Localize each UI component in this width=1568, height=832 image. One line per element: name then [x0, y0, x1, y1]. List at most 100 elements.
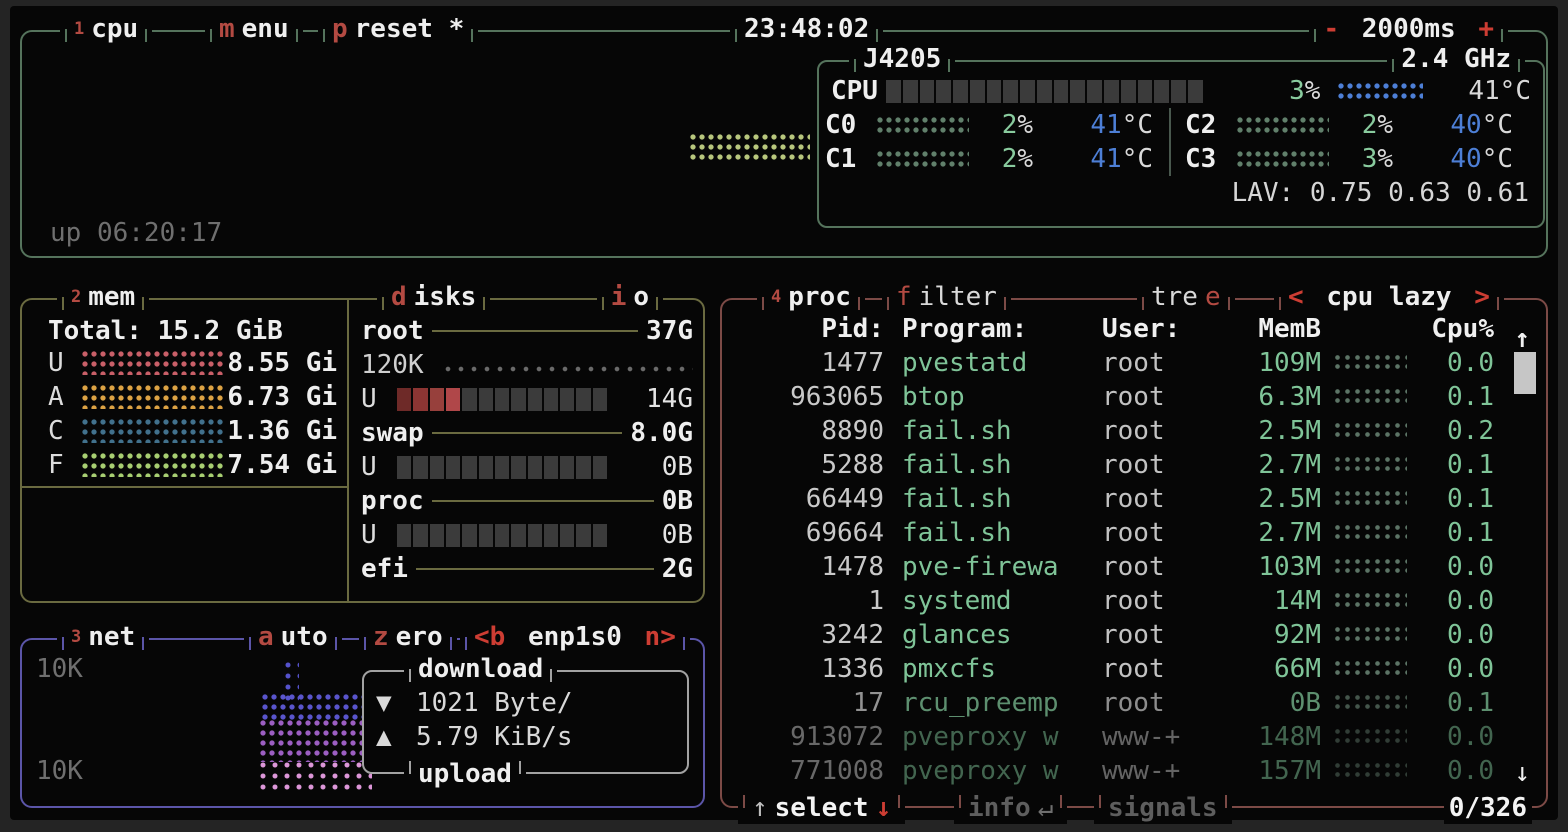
info-button[interactable]: info ↵ — [954, 792, 1068, 824]
core-usage-graph — [1237, 151, 1329, 167]
cpu-total-label: CPU — [831, 76, 878, 106]
net-interface-switcher[interactable]: <b enp1s0 n> — [460, 621, 690, 653]
process-table-header: Pid: Program: User: MemB Cpu% — [722, 312, 1546, 346]
upload-label: upload — [418, 759, 512, 789]
process-name: systemd — [902, 586, 1012, 616]
process-row[interactable]: 1336 pmxcfs root 66M 0.0 — [722, 652, 1546, 686]
process-mem: 92M — [1274, 620, 1321, 650]
header-cpu[interactable]: Cpu% — [1431, 314, 1494, 344]
core-row: C0 2% 41°C — [819, 108, 1169, 142]
net-graph-mid — [260, 720, 374, 762]
update-interval-control[interactable]: - 2000ms + — [1309, 13, 1508, 45]
process-cpu: 0.0 — [1447, 620, 1494, 650]
enter-icon: ↵ — [1037, 793, 1054, 823]
memory-row: U 8.55 Gi — [22, 346, 347, 380]
signals-button[interactable]: signals — [1094, 792, 1232, 824]
upload-arrow-icon: ▲ — [376, 722, 392, 752]
memory-key: F — [48, 450, 64, 480]
core-percent: 3% — [1361, 144, 1393, 174]
select-control[interactable]: ↑ select ↓ — [738, 792, 906, 824]
process-row[interactable]: 771008 pveproxy w www-+ 157M 0.0 — [722, 754, 1546, 788]
process-row[interactable]: 66449 fail.sh root 2.5M 0.1 — [722, 482, 1546, 516]
process-pid: 1477 — [821, 348, 884, 378]
tree-toggle[interactable]: tre e — [1137, 281, 1235, 313]
memory-row: A 6.73 Gi — [22, 380, 347, 414]
process-name: fail.sh — [902, 518, 1012, 548]
select-label: select — [774, 793, 869, 823]
process-mem: 109M — [1258, 348, 1321, 378]
process-row[interactable]: 17 rcu_preemp root 0B 0.1 — [722, 686, 1546, 720]
menu-button[interactable]: m enu — [205, 13, 303, 45]
tab-mem[interactable]: 2 mem — [57, 281, 150, 313]
process-mem: 2.7M — [1258, 450, 1321, 480]
process-pid: 17 — [852, 688, 884, 718]
header-user[interactable]: User: — [1102, 314, 1181, 344]
disk-used-row: U 0B — [361, 518, 693, 552]
memory-graph — [82, 385, 226, 409]
core-usage-graph — [877, 151, 969, 167]
process-pid: 3242 — [821, 620, 884, 650]
net-zero-button[interactable]: z ero — [359, 621, 457, 653]
process-mem: 66M — [1274, 654, 1321, 684]
scrollbar-thumb[interactable] — [1514, 352, 1536, 394]
core-name: C3 — [1185, 144, 1217, 174]
process-cpu: 0.2 — [1447, 416, 1494, 446]
process-row[interactable]: 913072 pveproxy w www-+ 148M 0.0 — [722, 720, 1546, 754]
memory-graph — [82, 453, 226, 477]
header-program[interactable]: Program: — [902, 314, 1028, 344]
disk-title-row: proc 0B — [361, 484, 693, 518]
used-label: U — [361, 384, 377, 414]
process-cpu-graph — [1335, 389, 1407, 405]
process-name: btop — [902, 382, 965, 412]
disk-used-meter — [397, 455, 608, 479]
process-row[interactable]: 3242 glances root 92M 0.0 — [722, 618, 1546, 652]
net-graph-download — [262, 694, 374, 720]
process-row[interactable]: 1478 pve-firewa root 103M 0.0 — [722, 550, 1546, 584]
core-temp: 41°C — [1090, 110, 1153, 140]
disk-name: efi — [361, 554, 408, 584]
tab-cpu[interactable]: 1 cpu — [60, 13, 153, 45]
sort-selector[interactable]: < cpu lazy > — [1274, 281, 1504, 313]
process-cpu: 0.1 — [1447, 484, 1494, 514]
process-pid: 1 — [868, 586, 884, 616]
cpu-model-label: J4205 — [863, 44, 942, 74]
net-graph-upload — [260, 762, 372, 792]
preset-button[interactable]: p reset * — [318, 13, 479, 45]
process-user: root — [1102, 382, 1165, 412]
cpu-frequency-label: 2.4 GHz — [1401, 44, 1511, 74]
process-pid: 771008 — [790, 756, 884, 786]
core-column-left: C0 2% 41°C C1 2% 41°C — [819, 108, 1169, 176]
process-row[interactable]: 5288 fail.sh root 2.7M 0.1 — [722, 448, 1546, 482]
disk-used-meter — [397, 387, 608, 411]
disk-size: 37G — [646, 316, 693, 346]
process-user: root — [1102, 654, 1165, 684]
process-cpu: 0.1 — [1447, 688, 1494, 718]
process-row[interactable]: 963065 btop root 6.3M 0.1 — [722, 380, 1546, 414]
tab-net[interactable]: 3 net — [57, 621, 150, 653]
core-percent: 2% — [1001, 144, 1033, 174]
tab-proc[interactable]: 4 proc — [757, 281, 865, 313]
rule — [431, 330, 639, 332]
process-cpu-graph — [1335, 593, 1407, 609]
header-memb[interactable]: MemB — [1258, 314, 1321, 344]
process-pid: 963065 — [790, 382, 884, 412]
header-pid[interactable]: Pid: — [821, 314, 884, 344]
core-percent: 2% — [1361, 110, 1393, 140]
process-cpu-graph — [1335, 491, 1407, 507]
core-percent: 2% — [1001, 110, 1033, 140]
process-row[interactable]: 69664 fail.sh root 2.7M 0.1 — [722, 516, 1546, 550]
network-panel: 3 net a uto z ero <b enp1s0 n> 10K 10K down… — [20, 621, 705, 808]
core-row: C1 2% 41°C — [819, 142, 1169, 176]
process-cpu-graph — [1335, 423, 1407, 439]
tab-disks[interactable]: d isks — [377, 281, 491, 313]
process-mem: 2.5M — [1258, 484, 1321, 514]
filter-button[interactable]: f ilter — [882, 281, 1011, 313]
process-row[interactable]: 1 systemd root 14M 0.0 — [722, 584, 1546, 618]
rule — [431, 500, 654, 502]
process-user: root — [1102, 518, 1165, 548]
process-row[interactable]: 8890 fail.sh root 2.5M 0.2 — [722, 414, 1546, 448]
cpu-usage-graph — [690, 134, 810, 160]
net-auto-button[interactable]: a uto — [244, 621, 342, 653]
process-row[interactable]: 1477 pvestatd root 109M 0.0 — [722, 346, 1546, 380]
